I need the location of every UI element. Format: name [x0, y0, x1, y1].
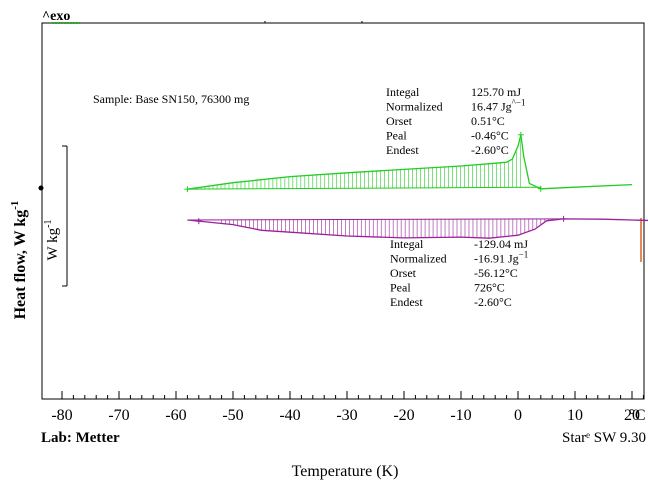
- series-1-baseline: [187, 218, 564, 221]
- annotation-label: Normalized: [390, 252, 447, 266]
- x-tick-label: 10: [567, 407, 583, 424]
- footer-left: Lab: Metter: [41, 430, 120, 446]
- annotation-value-text: -129.04 mJ: [474, 237, 528, 251]
- svg-text:W kg-1: W kg-1: [43, 220, 61, 261]
- x-tick-labels: -80-70-60-50-40-30-20-100102030405060: [51, 407, 640, 424]
- annotation-value-text: 16.47 Jg: [471, 100, 512, 114]
- annotation-cooling: Integal -129.04 mJ Normalized -16.91 Jg−1 Or…: [390, 237, 528, 309]
- annotation-value: 125.70 mJ: [471, 85, 521, 99]
- series-layer: [184, 131, 648, 239]
- annotation-label: Endest: [390, 295, 423, 309]
- annotation-value: -0.46°C: [471, 129, 509, 143]
- svg-text:Heat flow, W kg-1: Heat flow, W kg-1: [9, 201, 29, 320]
- annotation-label: Peal: [386, 129, 407, 143]
- annotation-value: 16.47 Jg^−1: [471, 98, 525, 114]
- annotation-value-text: 125.70 mJ: [471, 85, 521, 99]
- y-axis-dot: [38, 185, 44, 191]
- annotation-value: -2.60°C: [471, 143, 509, 157]
- annotation-label: Normalized: [386, 100, 443, 114]
- x-tick-label: 0: [514, 407, 522, 424]
- annotation-value-text: -16.91 Jg: [474, 252, 519, 266]
- annotation-label: Peal: [390, 281, 411, 295]
- series-1-fill: [221, 218, 550, 239]
- x-tick-label: -60: [165, 407, 186, 424]
- annotation-value: -16.91 Jg−1: [474, 250, 528, 266]
- series-0-baseline: [187, 186, 541, 190]
- x-tick-label: -10: [450, 407, 471, 424]
- annotation-label: Integal: [390, 237, 424, 251]
- scale-bar: [62, 145, 68, 287]
- footer-right: Starᵉ SW 9.30: [562, 430, 646, 446]
- annotation-value: -2.60°C: [474, 295, 512, 309]
- x-axis-label: Temperature (K): [292, 463, 399, 480]
- annotation-value-text: 726°C: [474, 281, 505, 295]
- x-tick-label: -70: [108, 407, 129, 424]
- series-1-curve: [187, 218, 648, 239]
- scale-bar-label-text: W kg: [45, 227, 61, 260]
- annotation-value: 726°C: [474, 281, 505, 295]
- annotation-value-sup: ^−1: [512, 98, 526, 108]
- x-tick-label: 20: [624, 407, 640, 424]
- x-tick-label: -50: [222, 407, 243, 424]
- series-0-fill: [192, 137, 521, 190]
- x-tick-label: -30: [336, 407, 357, 424]
- annotation-value-text: -0.46°C: [471, 129, 509, 143]
- annotation-value-text: -56.12°C: [474, 266, 518, 280]
- annotation-label: Integal: [386, 85, 420, 99]
- x-tick-label: -20: [393, 407, 414, 424]
- series-0: [184, 131, 633, 193]
- annotation-value-sup: −1: [519, 250, 529, 260]
- annotation-value: -56.12°C: [474, 266, 518, 280]
- annotation-value-text: 0.51°C: [471, 114, 505, 128]
- series-0-curve: [187, 134, 633, 190]
- annotation-label: Endest: [386, 143, 419, 157]
- annotation-heating: Integal 125.70 mJ Normalized 16.47 Jg^−1 Ors…: [386, 85, 525, 157]
- sample-label: Sample: Base SN150, 76300 mg: [93, 92, 249, 106]
- annotation-value-text: -2.60°C: [471, 143, 509, 157]
- scale-bar-label-sup: -1: [43, 220, 54, 228]
- annotation-value: -129.04 mJ: [474, 237, 528, 251]
- series-1: [187, 215, 648, 239]
- x-tick-label: -40: [279, 407, 300, 424]
- annotation-value: 0.51°C: [471, 114, 505, 128]
- x-ticks: [61, 391, 644, 399]
- y-axis-label-text: Heat flow, W kg: [12, 210, 29, 320]
- plot-frame: [41, 22, 645, 400]
- y-axis-label: Heat flow, W kg-1: [9, 201, 29, 320]
- exo-label: ^exo: [42, 9, 70, 24]
- x-unit-label: °C: [628, 407, 645, 424]
- annotation-value-text: -2.60°C: [474, 295, 512, 309]
- x-tick-label: -80: [51, 407, 72, 424]
- annotation-label: Orset: [390, 266, 417, 280]
- y-axis-label-sup: -1: [9, 201, 21, 210]
- scale-bar-label: W kg-1: [43, 220, 61, 261]
- annotation-label: Orset: [386, 114, 413, 128]
